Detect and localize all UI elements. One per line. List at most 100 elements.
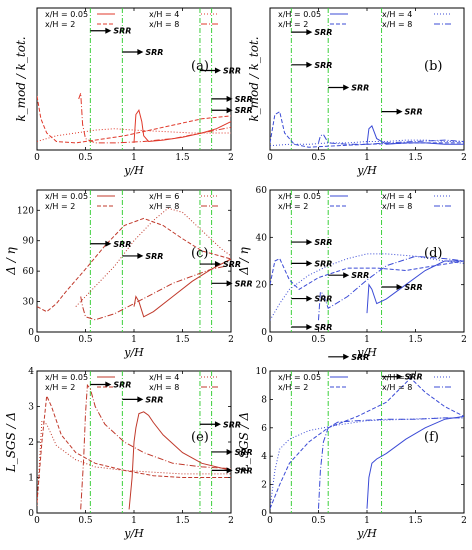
series-line-2 bbox=[37, 394, 231, 503]
series-line-1 bbox=[128, 411, 231, 510]
y-tick-label: 0 bbox=[261, 328, 267, 338]
srr-arrow-head bbox=[105, 27, 112, 34]
legend: x/H = 0.05x/H = 2 x/H = 4x/H = 8 bbox=[278, 192, 452, 211]
srr-label: SRR bbox=[113, 380, 131, 389]
panel-a: 0 0.5 1 1.5 2 y/H k_mod / k_tot. SRR SRR SRR SRR SR… bbox=[14, 7, 253, 177]
series-line-4 bbox=[80, 264, 231, 321]
legend-entry: x/H = 0.05 bbox=[278, 10, 321, 19]
y-tick-label: 60 bbox=[256, 186, 268, 196]
srr-label: SRR bbox=[113, 27, 131, 36]
series-line-2 bbox=[270, 377, 464, 509]
series-line-1 bbox=[366, 125, 464, 145]
srr-arrow-head bbox=[306, 260, 313, 267]
srr-label: SRR bbox=[314, 61, 332, 70]
srr-label: SRR bbox=[351, 84, 369, 93]
legend-entry: x/H = 0.05 bbox=[278, 373, 321, 382]
panel-label: (d) bbox=[424, 246, 442, 261]
srr-label: SRR bbox=[351, 353, 369, 362]
srr-arrow-head bbox=[343, 272, 350, 279]
srr-arrow-head bbox=[137, 252, 144, 259]
x-axis-label: y/H bbox=[123, 527, 144, 540]
legend-entry: x/H = 4 bbox=[149, 373, 179, 382]
srr-arrow-head bbox=[226, 467, 233, 474]
srr-label: SRR bbox=[113, 240, 131, 249]
y-axis-label: Δ / η bbox=[4, 246, 18, 275]
srr-label: SRR bbox=[235, 448, 253, 457]
srr-label: SRR bbox=[145, 395, 163, 404]
y-axis-label: L_SGS / Δ bbox=[237, 412, 251, 473]
legend-entry: x/H = 2 bbox=[45, 20, 75, 29]
y-tick-label: 3 bbox=[28, 403, 34, 413]
x-tick-label: 1 bbox=[131, 153, 137, 163]
y-tick-label: 10 bbox=[256, 367, 268, 377]
srr-label: SRR bbox=[235, 466, 253, 475]
srr-label: SRR bbox=[223, 420, 241, 429]
y-tick-label: 40 bbox=[256, 233, 268, 243]
srr-arrow-head bbox=[306, 29, 313, 36]
x-tick-label: 0 bbox=[267, 153, 273, 163]
series-line-2 bbox=[37, 217, 231, 313]
y-axis-label: k_mod / k_tot. bbox=[14, 36, 28, 121]
x-tick-label: 1.5 bbox=[408, 335, 423, 345]
y-tick-label: 120 bbox=[17, 206, 34, 216]
x-axis-label: y/H bbox=[356, 164, 377, 177]
srr-arrow-head bbox=[105, 381, 112, 388]
srr-label: SRR bbox=[145, 252, 163, 261]
srr-arrow-head bbox=[226, 448, 233, 455]
legend-entry: x/H = 4 bbox=[382, 10, 412, 19]
srr-label: SRR bbox=[314, 295, 332, 304]
srr-label: SRR bbox=[223, 66, 241, 75]
x-tick-label: 0 bbox=[34, 516, 40, 526]
y-axis-label: L_SGS / Δ bbox=[4, 412, 18, 473]
y-tick-label: 8 bbox=[261, 395, 267, 405]
x-tick-label: 1 bbox=[364, 335, 370, 345]
srr-label: SRR bbox=[223, 260, 241, 269]
x-axis-label: y/H bbox=[356, 527, 377, 540]
plot-frame bbox=[269, 7, 465, 151]
legend-entry: x/H = 8 bbox=[149, 202, 179, 211]
series-line-4 bbox=[80, 383, 231, 510]
srr-arrow-head bbox=[226, 95, 233, 102]
legend-entry: x/H = 8 bbox=[382, 383, 412, 392]
panel-label: (e) bbox=[191, 430, 209, 445]
legend-entry: x/H = 8 bbox=[149, 20, 179, 29]
x-tick-label: 1.5 bbox=[175, 335, 190, 345]
x-tick-label: 0.5 bbox=[78, 335, 93, 345]
x-tick-label: 0.5 bbox=[311, 335, 326, 345]
srr-arrow-head bbox=[396, 373, 403, 380]
y-axis-label: Δ / η bbox=[237, 246, 251, 275]
srr-label: SRR bbox=[314, 259, 332, 268]
plot-frame bbox=[36, 189, 232, 333]
legend-entry: x/H = 0.05 bbox=[45, 373, 88, 382]
srr-arrow-head bbox=[306, 239, 313, 246]
srr-label: SRR bbox=[235, 106, 253, 115]
legend-entry: x/H = 4 bbox=[382, 373, 412, 382]
y-tick-label: 0 bbox=[28, 509, 34, 519]
series-line-2 bbox=[270, 257, 464, 291]
series-line-1 bbox=[366, 415, 464, 509]
legend-entry: x/H = 8 bbox=[149, 383, 179, 392]
x-tick-label: 2 bbox=[461, 335, 467, 345]
legend: x/H = 0.05x/H = 2 x/H = 4x/H = 8 bbox=[45, 10, 219, 29]
x-axis-label: y/H bbox=[123, 164, 144, 177]
legend-entry: x/H = 2 bbox=[278, 202, 308, 211]
srr-arrow-head bbox=[226, 107, 233, 114]
series-line-2 bbox=[37, 95, 231, 144]
series-line-1 bbox=[133, 109, 231, 143]
y-tick-label: 2 bbox=[261, 481, 267, 491]
series-line-1 bbox=[366, 260, 464, 314]
srr-arrow-head bbox=[214, 261, 221, 268]
srr-arrow-head bbox=[214, 67, 221, 74]
x-tick-label: 1 bbox=[364, 153, 370, 163]
x-tick-label: 1.5 bbox=[175, 153, 190, 163]
series-line-4 bbox=[318, 417, 464, 509]
srr-arrow-head bbox=[396, 108, 403, 115]
srr-arrow-head bbox=[306, 323, 313, 330]
legend-entry: x/H = 2 bbox=[45, 383, 75, 392]
srr-arrow-head bbox=[343, 84, 350, 91]
x-tick-label: 1 bbox=[131, 516, 137, 526]
x-tick-label: 2 bbox=[228, 153, 234, 163]
